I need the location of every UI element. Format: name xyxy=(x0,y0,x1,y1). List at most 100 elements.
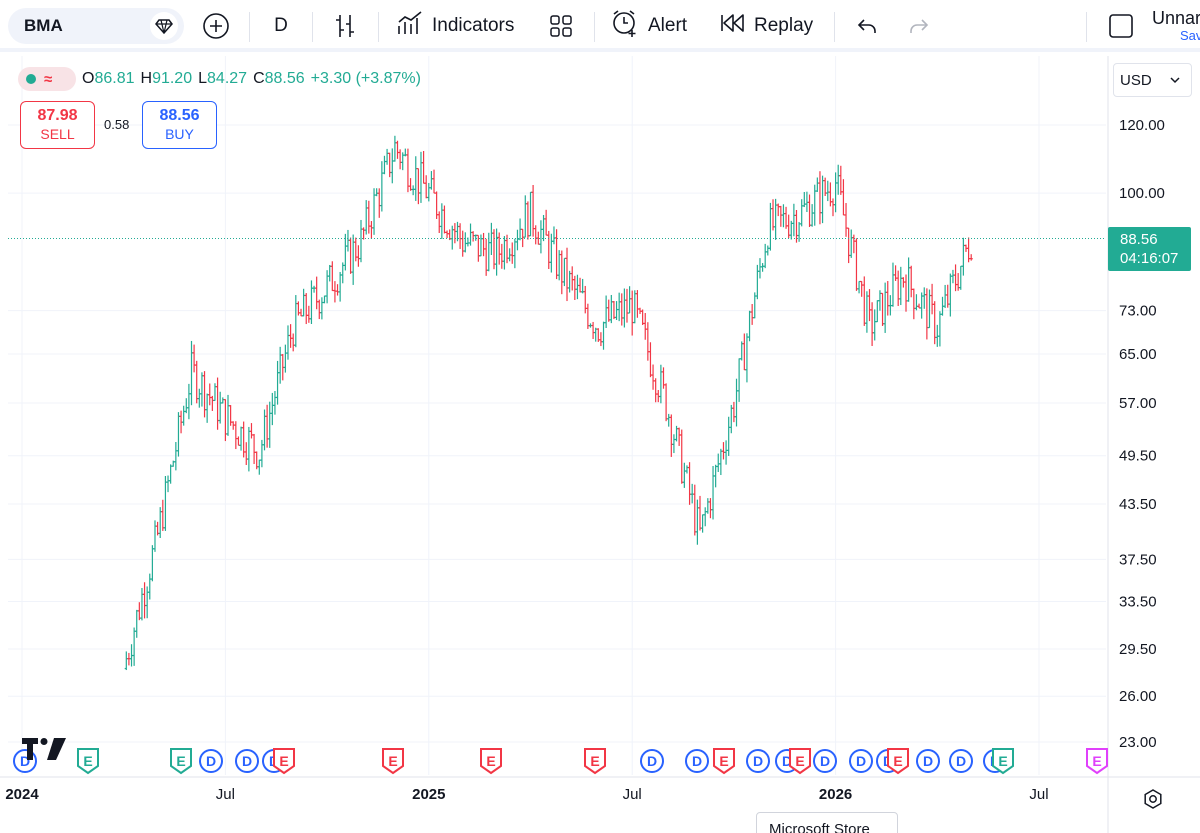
replay-label: Replay xyxy=(754,15,814,36)
bar-style-icon[interactable] xyxy=(332,8,360,44)
earnings-marker[interactable]: E xyxy=(478,747,504,775)
open-key: O xyxy=(82,70,95,87)
undo-icon[interactable] xyxy=(852,8,882,44)
toolbar-divider xyxy=(834,12,835,42)
time-tick-label: Jul xyxy=(216,786,235,803)
wave-icon: ≈ xyxy=(44,70,53,88)
time-tick-label: 2025 xyxy=(412,786,445,803)
bar-countdown: 04:16:07 xyxy=(1120,250,1179,268)
toolbar-divider xyxy=(594,12,595,42)
replay-button[interactable]: Replay xyxy=(720,8,813,44)
chart-pane[interactable]: 120.00 100.00 73.00 65.00 57.00 49.50 43.50 37.… xyxy=(0,56,1200,833)
earnings-shield-icon xyxy=(382,748,404,775)
earnings-marker[interactable]: E xyxy=(380,747,406,775)
close-value: 88.56 xyxy=(264,70,305,87)
earnings-shield-icon xyxy=(1086,748,1108,775)
dividend-marker-letter: D xyxy=(781,753,793,769)
price-chart[interactable]: 120.00 100.00 73.00 65.00 57.00 49.50 43.50 37.… xyxy=(0,56,1200,833)
toolbar-divider xyxy=(312,12,313,42)
earnings-marker[interactable]: E xyxy=(711,747,737,775)
indicators-label: Indicators xyxy=(432,15,515,36)
currency-select[interactable]: USD xyxy=(1113,63,1192,97)
replay-icon xyxy=(720,12,746,40)
earnings-marker[interactable]: E xyxy=(582,747,608,775)
earnings-marker[interactable]: E xyxy=(75,747,101,775)
symbol-search-button[interactable]: BMA xyxy=(8,8,184,44)
earnings-marker-letter: E xyxy=(83,753,93,769)
dividend-marker[interactable]: D xyxy=(685,749,709,773)
redo-icon[interactable] xyxy=(904,8,934,44)
last-price-value: 88.56 xyxy=(1120,231,1158,249)
dividend-marker-letter: D xyxy=(19,753,31,769)
dividend-marker[interactable]: D xyxy=(813,749,837,773)
price-tick-label: 43.50 xyxy=(1119,496,1157,513)
indicators-icon xyxy=(396,10,424,42)
taskbar-tooltip: Microsoft Store xyxy=(756,812,898,833)
earnings-marker-letter: E xyxy=(388,753,398,769)
dividend-marker-letter: D xyxy=(855,753,867,769)
dividend-marker-letter: D xyxy=(955,753,967,769)
dividend-marker-letter: D xyxy=(691,753,703,769)
high-key: H xyxy=(140,70,153,87)
price-tick-label: 65.00 xyxy=(1119,346,1157,363)
earnings-shield-icon xyxy=(170,748,192,775)
price-tick-label: 49.50 xyxy=(1119,448,1157,465)
earnings-marker[interactable]: E xyxy=(168,747,194,775)
price-tick-label: 29.50 xyxy=(1119,641,1157,658)
legend-status-pill[interactable]: ≈ xyxy=(18,67,76,91)
tradingview-logo[interactable] xyxy=(22,738,66,765)
open-value: 86.81 xyxy=(94,70,135,87)
dividend-marker[interactable]: D xyxy=(235,749,259,773)
dividend-marker-letter: D xyxy=(205,753,217,769)
indicators-button[interactable]: Indicators xyxy=(396,8,514,44)
layout-name-button[interactable]: Unnar Sav xyxy=(1152,4,1200,48)
dividend-marker-letter: D xyxy=(922,753,934,769)
change-value: +3.30 (+3.87%) xyxy=(310,70,421,87)
market-open-dot-icon xyxy=(26,74,36,84)
earnings-marker[interactable]: E xyxy=(990,747,1016,775)
symbol-name: BMA xyxy=(24,16,63,35)
earnings-shield-icon xyxy=(77,748,99,775)
earnings-marker[interactable]: E xyxy=(1084,747,1110,775)
earnings-marker[interactable]: E xyxy=(787,747,813,775)
low-value: 84.27 xyxy=(207,70,248,87)
layout-name: Unnar xyxy=(1152,8,1200,28)
earnings-shield-icon xyxy=(584,748,606,775)
dividend-marker[interactable]: D xyxy=(916,749,940,773)
toolbar-divider xyxy=(1086,12,1087,42)
dividend-marker[interactable]: D xyxy=(849,749,873,773)
time-tick-label: Jul xyxy=(1029,786,1048,803)
alarm-clock-icon xyxy=(610,8,640,44)
ohlc-legend: ≈ O 86.81 H 91.20 L 84.27 C 88.56 +3.30 (+3.… xyxy=(18,66,421,92)
earnings-marker[interactable]: E xyxy=(885,747,911,775)
earnings-shield-icon xyxy=(480,748,502,775)
settings-icon[interactable] xyxy=(1142,788,1164,810)
dividend-marker[interactable]: D xyxy=(746,749,770,773)
dividend-marker[interactable]: D xyxy=(949,749,973,773)
alert-button[interactable]: Alert xyxy=(610,8,687,44)
earnings-marker-letter: E xyxy=(176,753,186,769)
dividend-marker[interactable]: D xyxy=(640,749,664,773)
earnings-marker[interactable]: E xyxy=(271,747,297,775)
chevron-down-icon xyxy=(1169,72,1181,92)
layout-square-icon[interactable] xyxy=(1106,8,1136,44)
interval-button[interactable]: D xyxy=(274,15,288,36)
alert-label: Alert xyxy=(648,15,688,36)
earnings-shield-icon xyxy=(713,748,735,775)
dividend-marker[interactable]: D xyxy=(199,749,223,773)
buy-button[interactable]: 88.56 BUY xyxy=(142,101,217,149)
layout-grid-icon[interactable] xyxy=(546,8,576,44)
plus-circle-icon[interactable] xyxy=(200,8,232,44)
sell-price: 87.98 xyxy=(37,107,78,124)
dividend-marker-letter: D xyxy=(241,753,253,769)
currency-value: USD xyxy=(1120,71,1152,89)
dividend-marker-letter: D xyxy=(819,753,831,769)
sell-button[interactable]: 87.98 SELL xyxy=(20,101,95,149)
low-key: L xyxy=(198,70,208,87)
price-tick-label: 73.00 xyxy=(1119,303,1157,320)
toolbar-divider xyxy=(249,12,250,42)
earnings-marker-letter: E xyxy=(795,753,805,769)
earnings-marker-letter: E xyxy=(719,753,729,769)
dividend-marker-letter: D xyxy=(752,753,764,769)
